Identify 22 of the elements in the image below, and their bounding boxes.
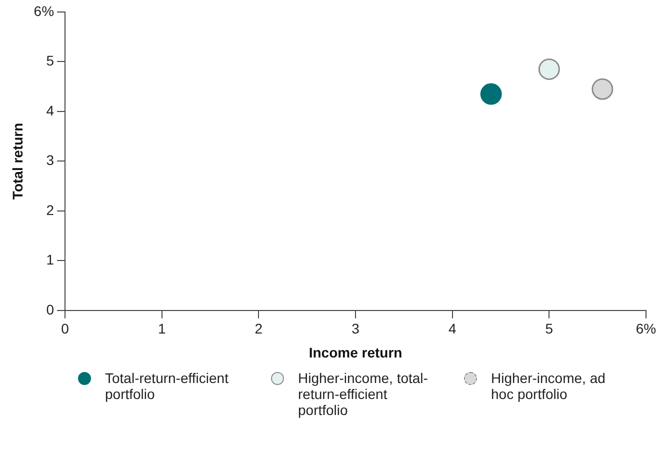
y-tick-label: 4	[46, 102, 54, 118]
x-tick-label: 2	[254, 320, 263, 337]
legend-label: Higher-income, total-return-efficient portfolio	[298, 370, 428, 418]
x-tick-label: 4	[448, 320, 456, 337]
y-tick-label: 3	[46, 152, 54, 168]
legend-label: Higher-income, ad hoc portfolio	[491, 370, 606, 402]
point	[592, 78, 614, 100]
y-tick-label: 1	[46, 252, 54, 268]
y-axis-title: Total return	[9, 122, 26, 200]
legend-label: Total-return-efficient portfolio	[105, 370, 230, 402]
y-tick-label: 5	[46, 52, 54, 69]
point	[480, 83, 502, 105]
x-tick-label: 3	[352, 320, 360, 337]
x-tick-label: 0	[61, 320, 70, 337]
y-tick-label: 0	[46, 301, 54, 318]
x-axis-title: Income return	[308, 344, 402, 360]
x-tick-label: 6%	[636, 320, 656, 337]
y-tick-label: 6%	[34, 2, 54, 19]
point	[538, 58, 560, 80]
x-tick-label: 1	[158, 320, 166, 337]
x-tick-label: 5	[545, 320, 554, 337]
y-tick-label: 2	[46, 202, 54, 218]
